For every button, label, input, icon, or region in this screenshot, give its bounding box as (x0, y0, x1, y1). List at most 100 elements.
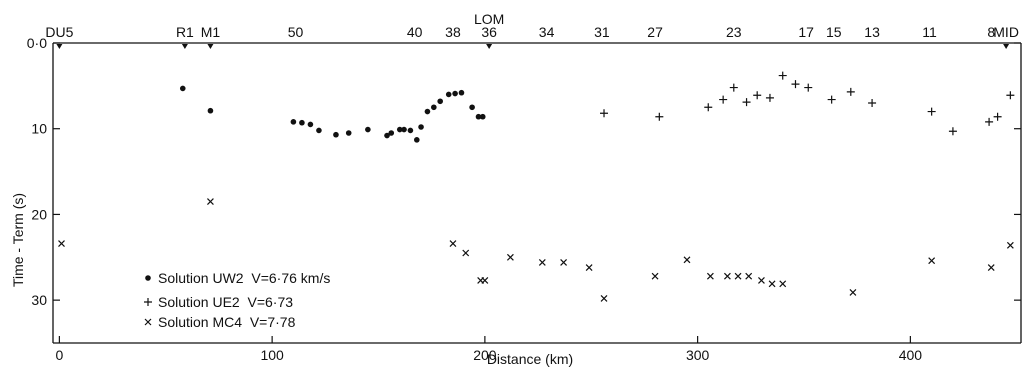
data-point-ue2 (948, 127, 957, 136)
data-point-ue2 (827, 95, 836, 104)
data-point-mc4 (58, 240, 65, 247)
station-label: LOM (474, 11, 504, 27)
x-tick-label: 200 (473, 347, 497, 363)
data-point-mc4 (849, 289, 857, 296)
data-point-uw2 (401, 126, 407, 133)
data-point-ue2 (804, 83, 813, 92)
data-point-mc4 (987, 264, 995, 271)
data-point-uw2 (179, 85, 186, 92)
data-point-ue2 (765, 93, 774, 102)
data-point-mc4 (723, 272, 731, 280)
y-axis-title: Time - Term (s) (10, 193, 26, 287)
plot-frame (52, 42, 1022, 344)
station-label: 38 (445, 24, 461, 40)
legend-item-ue2: Solution UE2 V=6·73 (144, 294, 293, 310)
data-point-ue2 (791, 80, 800, 89)
data-point-uw2 (290, 119, 297, 125)
station-label: 15 (826, 24, 842, 40)
y-axis-ticks: 0·0 10 20 30 (27, 35, 1021, 308)
data-point-mc4 (462, 249, 470, 257)
data-point-uw2 (413, 137, 420, 143)
legend-cross-marker (144, 318, 152, 326)
data-point-uw2 (479, 113, 486, 120)
data-point-uw2 (345, 130, 352, 136)
station-label: M1 (201, 24, 221, 40)
station-label: 17 (798, 24, 814, 40)
station-marker-icon (1003, 44, 1010, 49)
data-point-ue2 (704, 103, 713, 112)
y-tick-label: 20 (31, 206, 47, 222)
data-point-mc4 (481, 277, 489, 284)
x-tick-label: 400 (899, 347, 923, 363)
station-label: 36 (481, 24, 497, 40)
data-point-mc4 (928, 257, 936, 265)
legend-label-mc4: Solution MC4 V=7·78 (158, 314, 296, 330)
data-point-uw2 (431, 104, 437, 111)
station-label: 40 (407, 24, 423, 40)
station-label: MID (993, 24, 1019, 40)
legend-item-uw2: Solution UW2 V=6·76 km/s (145, 270, 330, 286)
data-point-uw2 (396, 126, 403, 133)
data-point-ue2 (993, 112, 1002, 121)
data-point-ue2 (753, 91, 762, 100)
y-tick-label: 30 (31, 292, 47, 308)
data-point-ue2 (985, 117, 994, 126)
data-point-mc4 (683, 256, 691, 264)
data-point-ue2 (1006, 91, 1015, 100)
data-point-mc4 (768, 280, 776, 288)
data-point-uw2 (418, 124, 424, 130)
station-label: 23 (726, 24, 742, 40)
data-point-mc4 (560, 259, 568, 266)
data-point-uw2 (388, 130, 395, 136)
legend: Solution UW2 V=6·76 km/s Solution UE2 V=… (144, 270, 330, 330)
data-point-uw2 (452, 90, 458, 97)
legend-dot-marker (145, 275, 151, 281)
station-label: 31 (594, 24, 610, 40)
data-point-uw2 (333, 131, 339, 138)
data-point-ue2 (600, 109, 609, 118)
data-point-uw2 (384, 132, 390, 139)
legend-item-mc4: Solution MC4 V=7·78 (144, 314, 296, 330)
data-point-uw2 (458, 89, 465, 96)
data-point-mc4 (758, 277, 765, 284)
data-point-mc4 (600, 295, 608, 302)
data-point-mc4 (585, 264, 593, 271)
station-label: 11 (922, 24, 937, 40)
data-point-mc4 (1006, 241, 1014, 249)
x-axis-ticks: 0 100 200 300 400 (55, 336, 922, 363)
station-label: 34 (539, 24, 555, 40)
data-point-ue2 (868, 99, 877, 107)
data-point-ue2 (729, 83, 738, 92)
data-point-uw2 (437, 98, 444, 105)
data-point-uw2 (307, 121, 314, 128)
data-point-uw2 (316, 127, 322, 134)
data-point-ue2 (719, 95, 728, 104)
station-label: 8 (987, 24, 995, 40)
x-tick-label: 0 (55, 347, 63, 363)
station-marker-icon (56, 44, 63, 49)
data-point-uw2 (424, 108, 431, 115)
data-point-ue2 (742, 98, 751, 107)
x-tick-label: 100 (260, 347, 284, 363)
data-point-mc4 (651, 272, 659, 280)
data-point-mc4 (734, 272, 742, 280)
data-point-ue2 (927, 107, 936, 116)
data-point-mc4 (506, 253, 514, 261)
data-point-mc4 (538, 259, 546, 266)
station-label: 50 (288, 24, 304, 40)
x-axis-title: Distance (km) (487, 351, 573, 367)
legend-label-uw2: Solution UW2 V=6·76 km/s (158, 270, 330, 286)
data-point-uw2 (469, 104, 475, 111)
legend-plus-marker (144, 298, 152, 306)
data-point-mc4 (745, 272, 753, 280)
station-marker-icon (207, 44, 214, 49)
station-label: 13 (864, 24, 880, 40)
data-point-uw2 (445, 91, 452, 98)
y-tick-label: 10 (31, 121, 47, 137)
y-tick-label: 0·0 (27, 35, 47, 51)
data-point-uw2 (475, 113, 482, 120)
data-point-mc4 (449, 240, 457, 247)
data-point-mc4 (706, 272, 714, 280)
